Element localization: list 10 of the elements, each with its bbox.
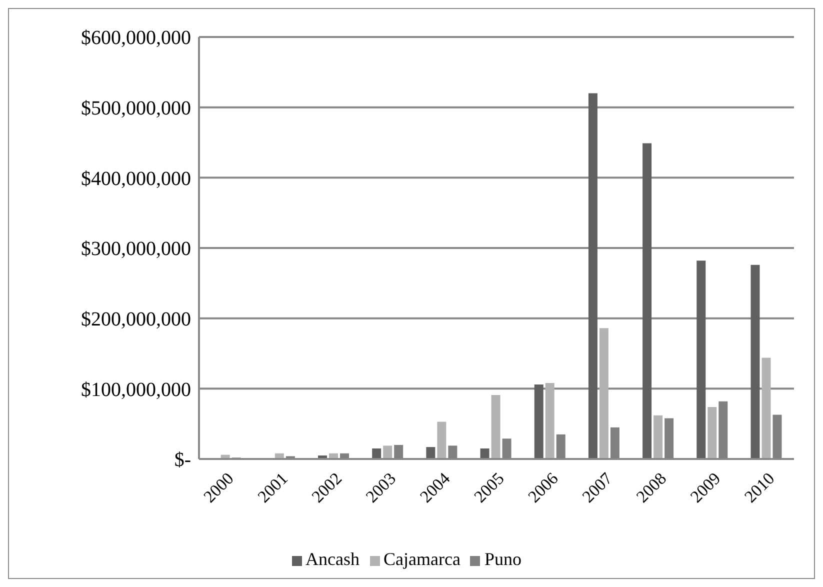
legend-label: Cajamarca xyxy=(384,549,460,569)
y-tick-label: $600,000,000 xyxy=(81,27,191,50)
y-tick-label: $500,000,000 xyxy=(81,97,191,120)
legend-label: Puno xyxy=(484,549,522,569)
y-tick-label: $200,000,000 xyxy=(81,308,191,330)
y-tick-label: $100,000,000 xyxy=(81,378,191,401)
y-tick-label: $- xyxy=(174,449,191,472)
y-tick-label: $400,000,000 xyxy=(81,168,191,190)
y-tick-label: $300,000,000 xyxy=(81,238,191,260)
legend-label: Ancash xyxy=(306,549,360,569)
